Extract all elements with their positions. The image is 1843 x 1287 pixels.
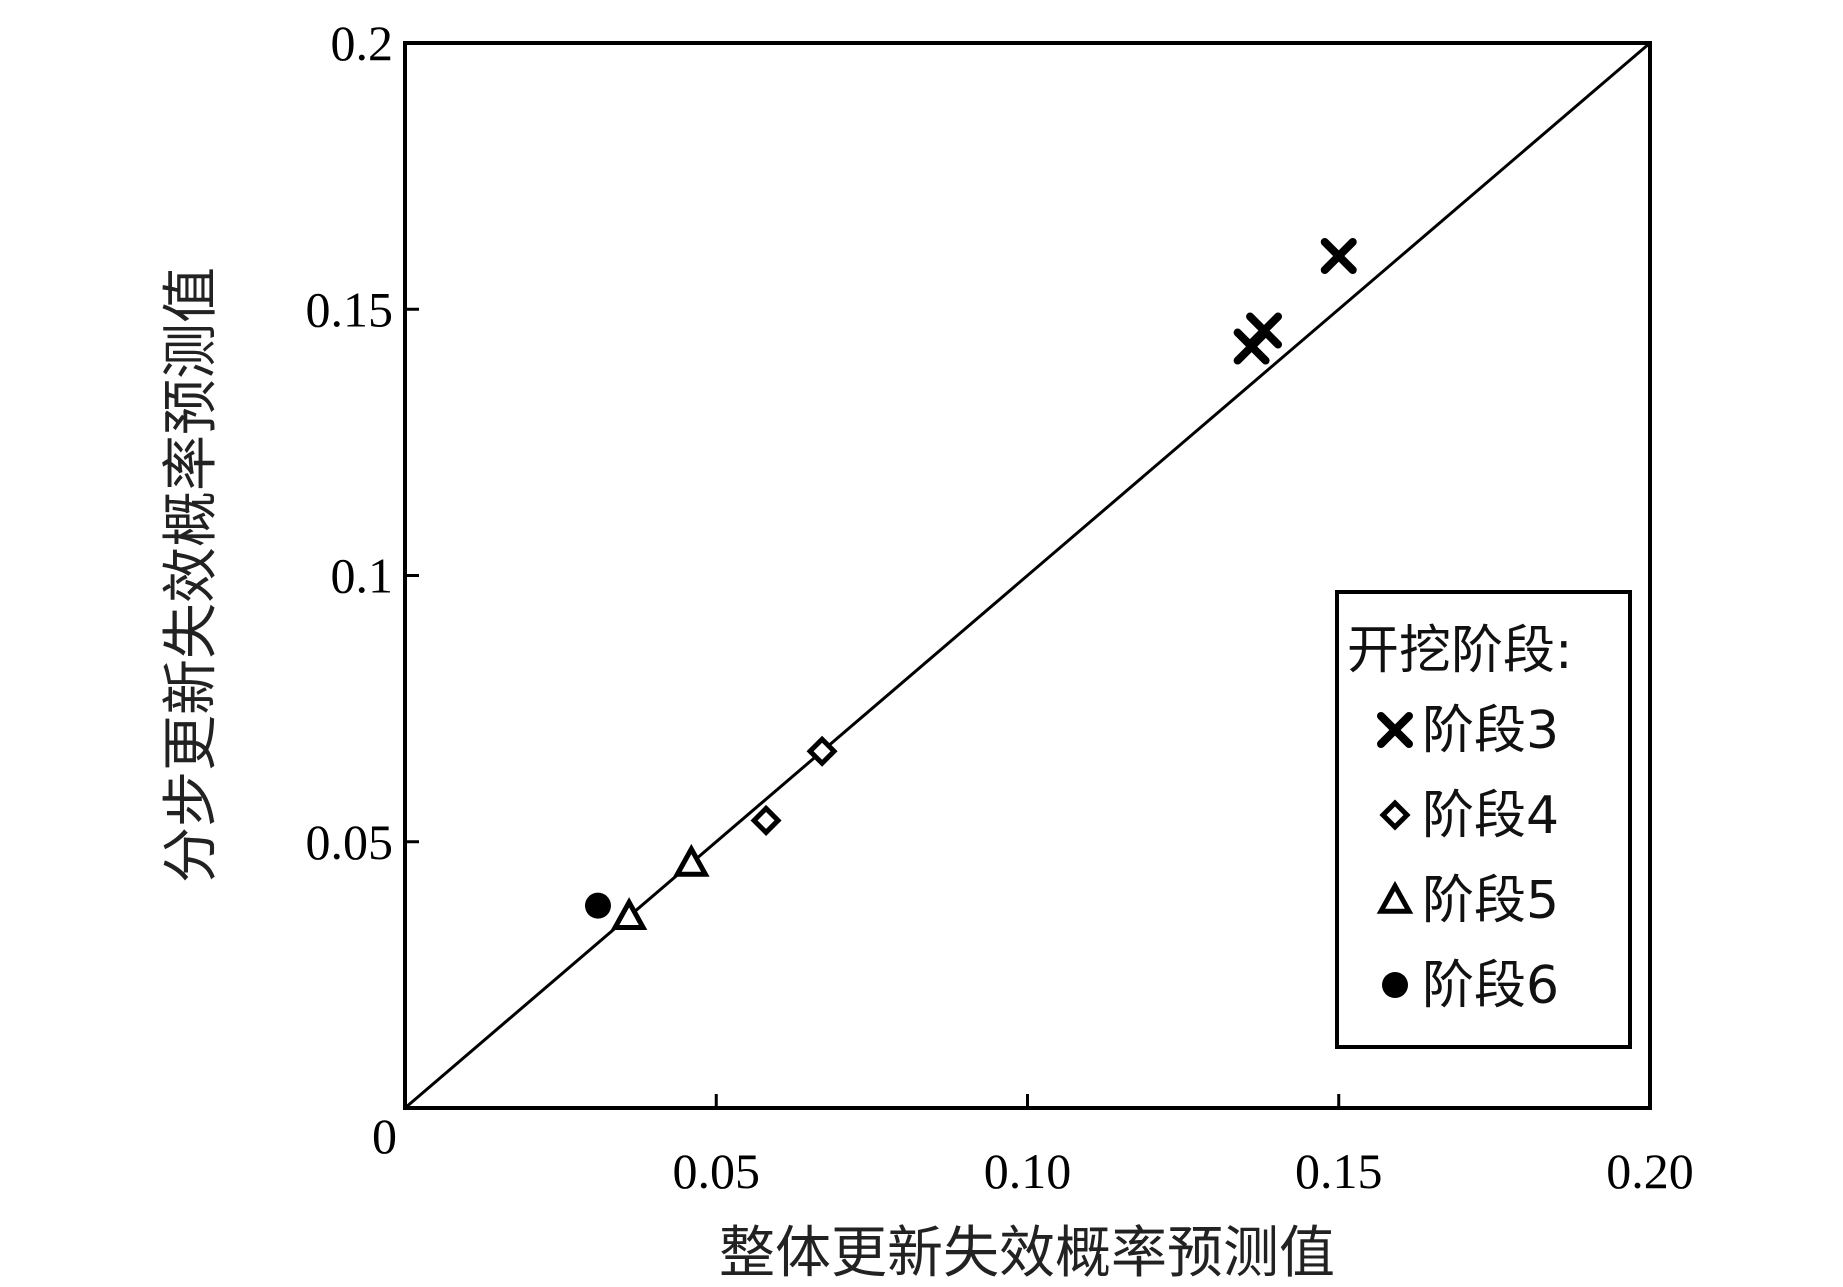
data-point-triangle <box>673 843 710 877</box>
y-tick-label: 0.15 <box>306 281 394 337</box>
reference-line <box>404 41 1651 1110</box>
legend-marker-circle <box>1382 972 1408 998</box>
legend-label: 阶段5 <box>1422 871 1559 931</box>
y-tick-label: 0.05 <box>306 814 394 870</box>
x-tick-label: 0.15 <box>1295 1143 1383 1199</box>
y-tick-label: 0.2 <box>331 15 394 71</box>
data-markers <box>584 238 1357 930</box>
x-tick-label: 0.10 <box>984 1143 1072 1199</box>
legend-title: 开挖阶段: <box>1347 621 1573 681</box>
legend-marker-diamond <box>1379 799 1411 831</box>
data-point-diamond <box>806 735 838 767</box>
y-tick-label: 0.1 <box>331 548 394 604</box>
legend-label: 阶段3 <box>1422 701 1559 761</box>
x-tick-label: 0 <box>372 1108 397 1164</box>
x-tick-label: 0.20 <box>1606 1143 1694 1199</box>
y-axis-ticks: 0.05 0.1 0.15 0.2 <box>306 15 419 870</box>
y-axis-title: 分步更新失效概率预测值 <box>159 267 224 883</box>
legend-label: 阶段4 <box>1422 786 1559 846</box>
legend-label: 阶段6 <box>1422 956 1559 1016</box>
data-point-diamond <box>750 804 782 836</box>
data-point-x <box>1320 238 1357 274</box>
data-point-x <box>1246 312 1283 349</box>
x-tick-label: 0.05 <box>673 1143 761 1199</box>
data-point-circle <box>584 892 611 919</box>
data-point-triangle <box>610 897 648 930</box>
legend-marker-triangle <box>1376 880 1414 914</box>
legend-items: 阶段3 阶段4 阶段5 阶段6 <box>1376 701 1559 1016</box>
x-axis-title: 整体更新失效概率预测值 <box>719 1221 1335 1286</box>
legend-marker-x <box>1377 712 1413 748</box>
x-axis-ticks: 0 0.05 0.10 0.15 0.20 <box>372 1094 1694 1199</box>
legend: 开挖阶段: 阶段3 阶段4 阶段5 阶段6 <box>1335 590 1632 1049</box>
